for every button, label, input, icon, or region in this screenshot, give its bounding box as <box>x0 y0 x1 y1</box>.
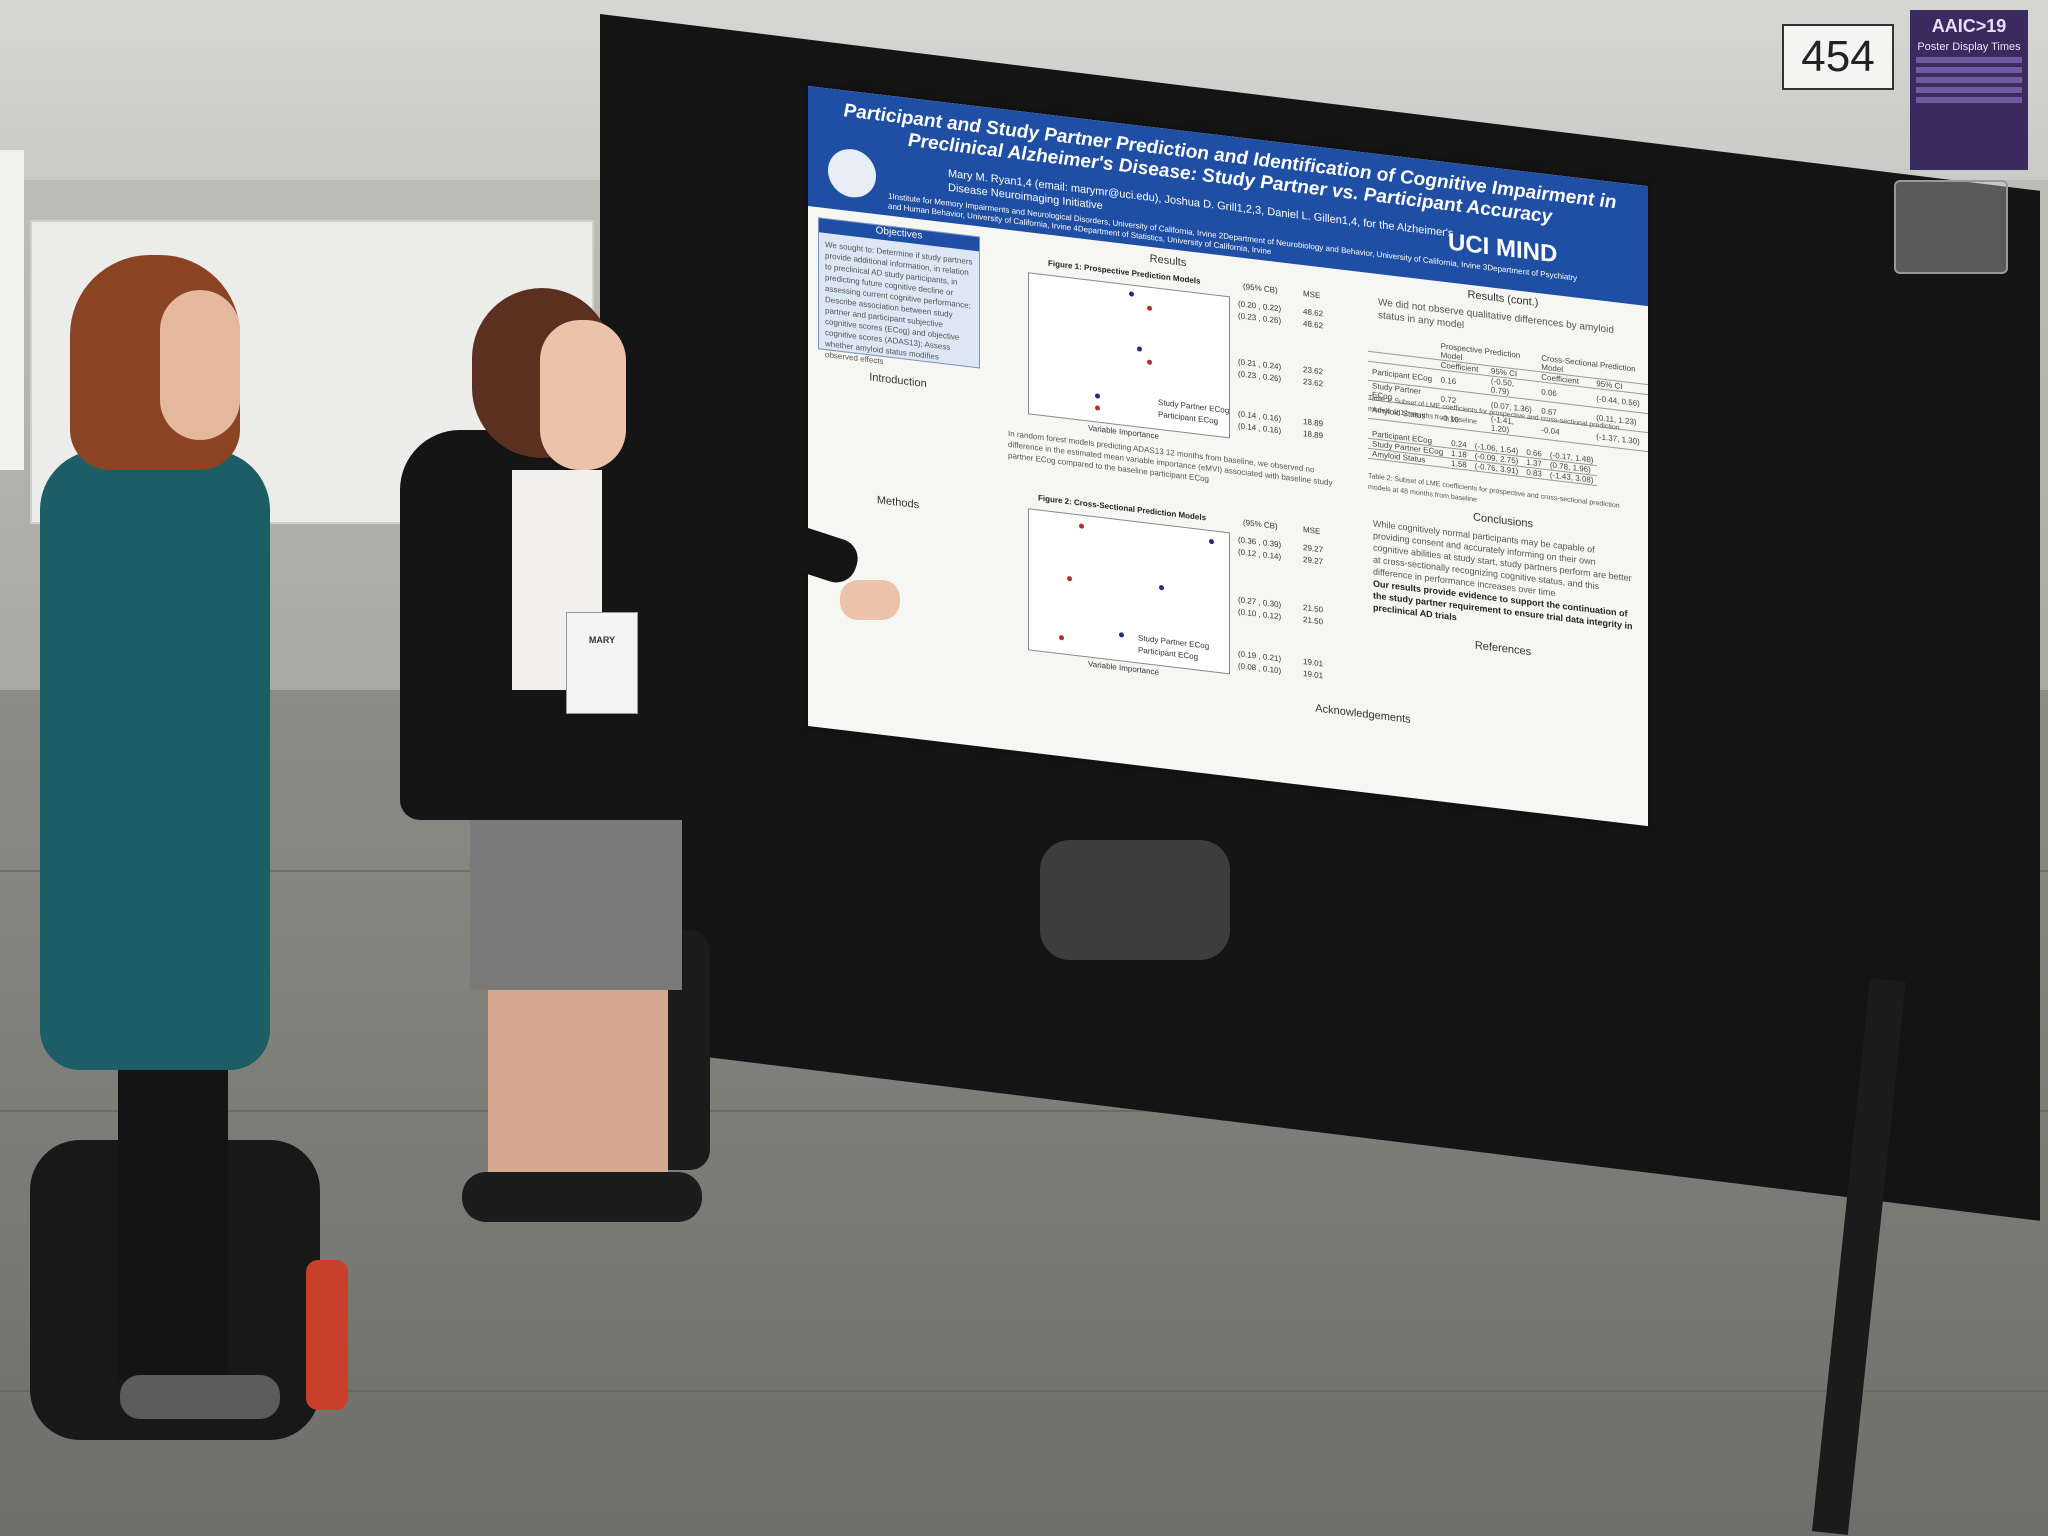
water-bottle <box>306 1260 348 1410</box>
fig2-row-mse: 29.27 <box>1303 543 1324 555</box>
fig2-row-ci: (0.10 , 0.12) <box>1238 607 1282 622</box>
fig1-row-mse: 23.62 <box>1303 377 1324 389</box>
presenter-hand <box>840 580 900 620</box>
background-person-feet <box>1040 840 1230 960</box>
woman-left-shoes <box>120 1375 280 1419</box>
fig2-row-mse: 19.01 <box>1303 669 1324 681</box>
badge-name: MARY <box>588 635 616 645</box>
fig1-plot <box>1028 272 1230 439</box>
woman-left-face <box>160 290 240 440</box>
fig2-mse-header: MSE <box>1303 525 1321 537</box>
fig1-row-mse: 23.62 <box>1303 365 1324 377</box>
sign-row <box>1916 97 2022 103</box>
presenter-shoes <box>462 1172 702 1222</box>
woman-left-dress <box>40 450 270 1070</box>
fig1-ci-header: (95% CB) <box>1243 281 1278 296</box>
fig2-point <box>1119 632 1124 638</box>
fig2-point <box>1209 538 1214 545</box>
fig1-point <box>1129 291 1134 297</box>
conference-sign-title: AAIC>19 <box>1931 16 2007 36</box>
fig2-row-ci: (0.12 , 0.14) <box>1238 547 1282 562</box>
fig1-row-mse: 48.62 <box>1303 307 1324 319</box>
booth-sign <box>0 150 24 470</box>
fig1-point <box>1095 405 1100 411</box>
sign-row <box>1916 77 2022 83</box>
presenter-legs <box>488 980 668 1180</box>
fig2-point <box>1079 523 1084 529</box>
floor-seam <box>0 1110 2048 1112</box>
table-cell: 1.58 <box>1447 457 1471 471</box>
board-number: 454 <box>1782 24 1894 90</box>
fig2-row-mse: 29.27 <box>1303 555 1324 567</box>
conference-sign-subtitle: Poster Display Times <box>1917 41 2021 53</box>
fig1-point <box>1147 359 1152 366</box>
methods-heading: Methods <box>876 494 920 512</box>
fig2-point <box>1059 634 1064 641</box>
fig1-row-mse: 48.62 <box>1303 319 1324 331</box>
fig2-ci-header: (95% CB) <box>1243 517 1278 532</box>
fig2-point <box>1067 575 1072 582</box>
sign-row <box>1916 67 2022 73</box>
fig2-row-mse: 21.50 <box>1303 603 1324 615</box>
fig1-row-ci: (0.14 , 0.16) <box>1238 421 1282 436</box>
woman-left-legs <box>118 1060 228 1380</box>
objectives-box: Objectives We sought to: Determine if st… <box>818 217 980 369</box>
fig1-point <box>1095 393 1100 399</box>
fig2-point <box>1159 584 1164 591</box>
sign-row <box>1916 57 2022 63</box>
fig1-row-ci: (0.23 , 0.26) <box>1238 369 1282 384</box>
fig1-point <box>1137 346 1142 352</box>
push-pins-bag <box>1894 180 2008 274</box>
presenter-face <box>540 320 626 470</box>
table-cell: 0.83 <box>1522 466 1546 480</box>
fig1-row-mse: 18.89 <box>1303 417 1324 429</box>
fig1-row-ci: (0.23 , 0.26) <box>1238 311 1282 326</box>
name-badge: MARY <box>566 612 638 714</box>
research-poster: Participant and Study Partner Prediction… <box>808 86 1648 827</box>
acknowledgements-heading: Acknowledgements <box>1315 702 1411 726</box>
fig2-row-mse: 21.50 <box>1303 615 1324 627</box>
fig1-point <box>1147 305 1152 312</box>
fig1-mse-header: MSE <box>1303 289 1321 301</box>
conference-sign: AAIC>19 Poster Display Times <box>1910 10 2028 170</box>
objectives-text: We sought to: Determine if study partner… <box>825 240 973 367</box>
fig1-row-mse: 18.89 <box>1303 429 1324 441</box>
university-seal-icon <box>828 146 876 201</box>
floor-seam <box>0 1390 2048 1392</box>
fig2-row-mse: 19.01 <box>1303 657 1324 669</box>
fig1-summary: In random forest models predicting ADAS1… <box>1008 428 1333 488</box>
fig2-row-ci: (0.08 , 0.10) <box>1238 661 1282 676</box>
sign-row <box>1916 87 2022 93</box>
